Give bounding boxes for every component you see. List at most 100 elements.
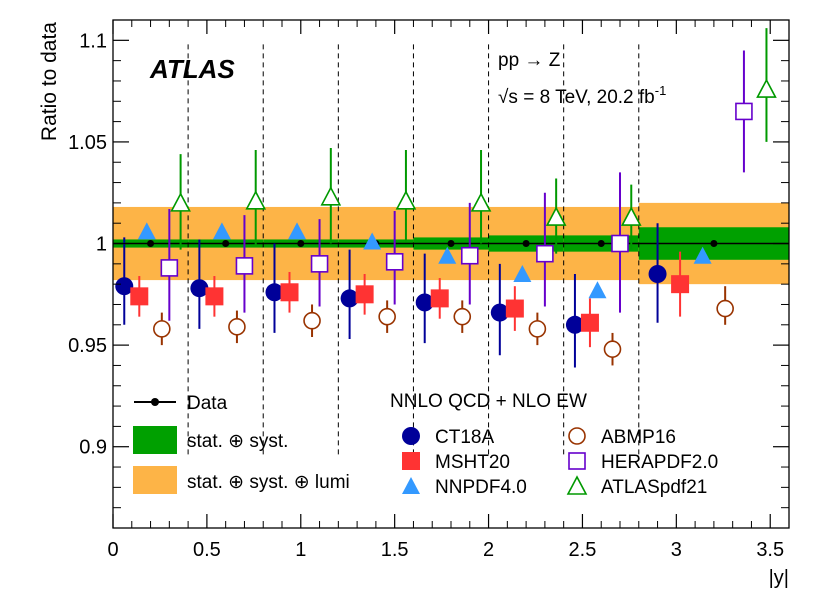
marker-ct18a <box>565 315 584 334</box>
legend-stat-swatch <box>133 426 177 454</box>
y-tick-label: 1 <box>96 234 107 256</box>
marker-abmp16 <box>453 307 472 326</box>
legend-marker-herapdf20 <box>568 452 586 470</box>
y-tick-label: 1.05 <box>68 132 107 154</box>
marker-atlaspdf21 <box>545 206 567 226</box>
series-markers <box>115 28 777 368</box>
y-axis-label: Ratio to data <box>38 22 61 141</box>
legend-label-herapdf20: HERAPDF2.0 <box>601 452 718 473</box>
legend-data-marker <box>151 398 159 406</box>
y-tick-label: 1.1 <box>79 30 107 52</box>
marker-herapdf20 <box>235 257 254 275</box>
legend-stat-label: stat. ⊕ syst. <box>187 431 288 452</box>
data-point <box>597 240 605 248</box>
marker-ct18a <box>265 283 284 302</box>
marker-ct18a <box>115 277 134 296</box>
marker-msht20 <box>280 283 299 302</box>
x-tick-label: 2.5 <box>569 539 597 561</box>
marker-nnpdf40 <box>137 222 156 240</box>
legend-data-label: Data <box>187 393 228 414</box>
x-tick-label: 2 <box>483 539 494 561</box>
legend-total-label: stat. ⊕ syst. ⊕ lumi <box>187 472 350 493</box>
data-line <box>113 240 789 248</box>
legend-label-msht20: MSHT20 <box>435 452 510 473</box>
marker-msht20 <box>130 287 149 306</box>
marker-nnpdf40 <box>438 246 457 264</box>
marker-herapdf20 <box>611 234 629 253</box>
data-point <box>222 240 230 248</box>
marker-ct18a <box>415 293 434 312</box>
data-point <box>710 240 718 248</box>
legend-marker-ct18a <box>402 427 420 445</box>
x-tick-label: 1 <box>295 539 306 561</box>
data-point <box>447 240 455 248</box>
marker-ct18a <box>490 303 509 322</box>
marker-nnpdf40 <box>288 222 307 240</box>
legend-label-nnpdf40: NNPDF4.0 <box>435 477 527 498</box>
marker-nnpdf40 <box>212 222 231 240</box>
x-tick-label: 0 <box>107 539 118 561</box>
marker-msht20 <box>355 285 374 304</box>
axes: 0 0.5 1 1.5 2 2.5 3 3.5 0.9 0.95 1 1.05 1.1 |y| Ratio … <box>38 19 790 589</box>
x-tick-label: 0.5 <box>193 539 221 561</box>
marker-ct18a <box>648 265 667 283</box>
legend-marker-abmp16 <box>568 427 586 445</box>
x-tick-label: 3.5 <box>756 539 784 561</box>
bin-separators <box>187 44 640 457</box>
marker-abmp16 <box>228 318 246 336</box>
data-point <box>522 240 530 248</box>
marker-abmp16 <box>153 320 171 338</box>
legend-label-atlaspdf21: ATLASpdf21 <box>601 477 707 498</box>
data-point <box>297 240 305 248</box>
legend-theory: CT18A MSHT20 NNPDF4.0 ABMP16 HERAPDF2.0 ATLAS… <box>402 427 718 498</box>
marker-atlaspdf21 <box>470 192 492 212</box>
marker-atlaspdf21 <box>620 206 642 226</box>
legend-marker-nnpdf40 <box>402 477 420 494</box>
theory-header: NNLO QCD + NLO EW <box>390 391 587 412</box>
energy-label: √s = 8 TeV, 20.2 fb-1 <box>498 83 666 108</box>
legend: Data stat. ⊕ syst. stat. ⊕ syst. ⊕ lumi <box>133 393 350 494</box>
legend-marker-atlaspdf21 <box>566 475 588 495</box>
marker-nnpdf40 <box>693 246 712 264</box>
legend-label-abmp16: ABMP16 <box>601 427 676 448</box>
marker-abmp16 <box>303 311 321 330</box>
marker-herapdf20 <box>735 102 753 121</box>
y-tick-label: 0.95 <box>68 335 107 357</box>
marker-atlaspdf21 <box>756 78 777 98</box>
experiment-label: ATLAS <box>149 54 235 84</box>
marker-nnpdf40 <box>363 232 382 250</box>
x-tick-label: 1.5 <box>381 539 409 561</box>
process-label: pp → Z <box>498 50 561 71</box>
marker-herapdf20 <box>310 255 329 273</box>
energy-text: √s = 8 TeV, 20.2 fb <box>498 87 655 108</box>
marker-msht20 <box>580 313 599 332</box>
marker-atlaspdf21 <box>320 186 342 206</box>
y-tick-label: 0.9 <box>79 437 107 459</box>
x-axis-label: |y| <box>769 567 789 589</box>
marker-ct18a <box>190 279 209 298</box>
legend-marker-msht20 <box>402 452 420 470</box>
x-tick-label: 3 <box>671 539 682 561</box>
marker-nnpdf40 <box>588 281 607 299</box>
marker-msht20 <box>671 275 690 294</box>
data-point <box>147 240 155 248</box>
marker-abmp16 <box>716 299 734 318</box>
marker-msht20 <box>505 299 524 318</box>
marker-herapdf20 <box>160 259 179 277</box>
energy-sup: -1 <box>655 83 667 98</box>
marker-msht20 <box>205 287 224 306</box>
legend-label-ct18a: CT18A <box>435 427 494 448</box>
marker-ct18a <box>340 289 359 308</box>
marker-atlaspdf21 <box>395 190 417 210</box>
marker-herapdf20 <box>385 253 404 271</box>
marker-herapdf20 <box>460 246 479 265</box>
legend-total-swatch <box>133 466 177 494</box>
marker-abmp16 <box>378 307 396 326</box>
marker-abmp16 <box>528 320 547 338</box>
marker-nnpdf40 <box>513 265 532 282</box>
marker-abmp16 <box>603 340 622 358</box>
marker-herapdf20 <box>536 244 554 263</box>
marker-atlaspdf21 <box>245 190 267 210</box>
marker-msht20 <box>430 289 449 308</box>
